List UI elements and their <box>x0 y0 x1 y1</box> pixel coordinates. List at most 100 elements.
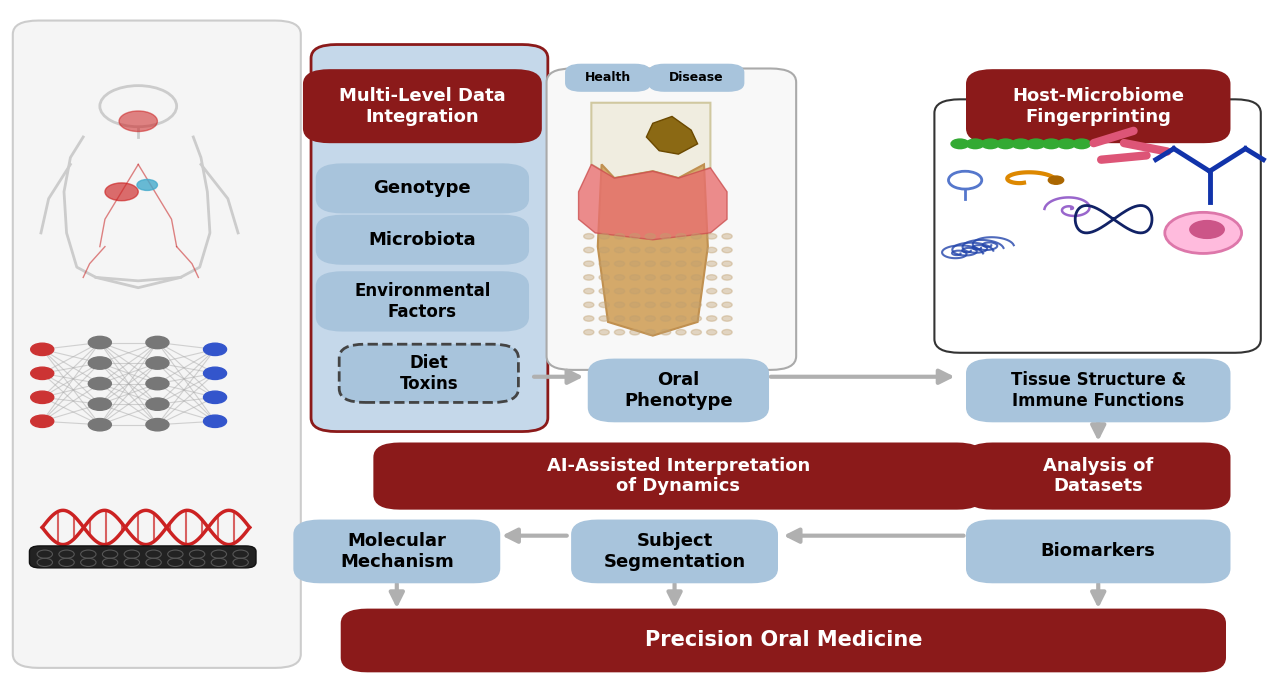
Circle shape <box>630 302 640 308</box>
Circle shape <box>707 234 717 239</box>
Circle shape <box>614 247 625 253</box>
Text: Health: Health <box>585 71 631 84</box>
Circle shape <box>599 329 609 335</box>
Circle shape <box>691 247 701 253</box>
Text: Precision Oral Medicine: Precision Oral Medicine <box>645 630 922 651</box>
Circle shape <box>584 302 594 308</box>
Circle shape <box>676 275 686 280</box>
Circle shape <box>722 275 732 280</box>
Circle shape <box>204 367 227 379</box>
FancyBboxPatch shape <box>968 444 1229 508</box>
Text: AI-Assisted Interpretation
of Dynamics: AI-Assisted Interpretation of Dynamics <box>547 457 810 495</box>
Circle shape <box>966 139 984 149</box>
FancyBboxPatch shape <box>342 610 1225 671</box>
Circle shape <box>584 288 594 294</box>
Polygon shape <box>579 164 727 240</box>
Circle shape <box>722 234 732 239</box>
Text: Biomarkers: Biomarkers <box>1041 543 1156 560</box>
Text: Analysis of
Datasets: Analysis of Datasets <box>1043 457 1153 495</box>
Circle shape <box>1048 176 1064 184</box>
Circle shape <box>146 336 169 349</box>
Circle shape <box>660 288 671 294</box>
Circle shape <box>676 288 686 294</box>
Circle shape <box>630 316 640 321</box>
Circle shape <box>31 391 54 403</box>
Circle shape <box>722 288 732 294</box>
Text: Environmental
Factors: Environmental Factors <box>355 282 490 321</box>
FancyBboxPatch shape <box>572 521 777 582</box>
Circle shape <box>707 261 717 266</box>
Circle shape <box>645 288 655 294</box>
FancyBboxPatch shape <box>317 272 529 330</box>
Text: Molecular
Mechanism: Molecular Mechanism <box>340 532 453 571</box>
Circle shape <box>707 275 717 280</box>
Circle shape <box>951 139 969 149</box>
Circle shape <box>204 391 227 403</box>
Text: Host-Microbiome
Fingerprinting: Host-Microbiome Fingerprinting <box>1012 87 1184 125</box>
Circle shape <box>88 357 111 369</box>
Circle shape <box>676 329 686 335</box>
Circle shape <box>707 288 717 294</box>
FancyBboxPatch shape <box>339 344 518 403</box>
FancyBboxPatch shape <box>968 71 1229 142</box>
Circle shape <box>691 329 701 335</box>
Circle shape <box>584 234 594 239</box>
Circle shape <box>31 367 54 379</box>
Circle shape <box>1057 139 1075 149</box>
Circle shape <box>660 316 671 321</box>
Circle shape <box>614 234 625 239</box>
FancyBboxPatch shape <box>29 546 256 568</box>
Circle shape <box>599 302 609 308</box>
Circle shape <box>88 377 111 390</box>
Circle shape <box>722 261 732 266</box>
Circle shape <box>614 316 625 321</box>
Circle shape <box>707 316 717 321</box>
Circle shape <box>599 234 609 239</box>
Circle shape <box>660 247 671 253</box>
Circle shape <box>105 183 138 201</box>
Circle shape <box>630 275 640 280</box>
Circle shape <box>645 316 655 321</box>
Circle shape <box>599 288 609 294</box>
FancyBboxPatch shape <box>649 64 744 91</box>
Text: Oral
Phenotype: Oral Phenotype <box>625 371 732 410</box>
FancyBboxPatch shape <box>305 71 540 142</box>
Circle shape <box>691 234 701 239</box>
Circle shape <box>645 275 655 280</box>
Circle shape <box>645 261 655 266</box>
Circle shape <box>722 247 732 253</box>
Circle shape <box>630 261 640 266</box>
Circle shape <box>1027 139 1044 149</box>
FancyBboxPatch shape <box>589 360 768 421</box>
Circle shape <box>660 302 671 308</box>
Circle shape <box>599 316 609 321</box>
Circle shape <box>676 247 686 253</box>
Circle shape <box>1042 139 1060 149</box>
Circle shape <box>997 139 1015 149</box>
Circle shape <box>630 288 640 294</box>
Circle shape <box>614 275 625 280</box>
FancyBboxPatch shape <box>311 45 548 432</box>
FancyBboxPatch shape <box>968 521 1229 582</box>
Circle shape <box>676 261 686 266</box>
Circle shape <box>599 247 609 253</box>
Circle shape <box>584 247 594 253</box>
Text: Multi-Level Data
Integration: Multi-Level Data Integration <box>339 87 506 125</box>
Polygon shape <box>598 164 708 336</box>
FancyBboxPatch shape <box>968 360 1229 421</box>
Circle shape <box>599 261 609 266</box>
Circle shape <box>1189 220 1225 239</box>
Circle shape <box>630 247 640 253</box>
Circle shape <box>137 179 157 190</box>
Text: Subject
Segmentation: Subject Segmentation <box>603 532 746 571</box>
Text: Microbiota: Microbiota <box>369 231 476 249</box>
FancyBboxPatch shape <box>547 68 796 370</box>
Circle shape <box>691 316 701 321</box>
Circle shape <box>645 247 655 253</box>
Circle shape <box>31 415 54 427</box>
Circle shape <box>645 234 655 239</box>
Circle shape <box>614 288 625 294</box>
Circle shape <box>660 275 671 280</box>
Circle shape <box>1165 212 1242 253</box>
FancyBboxPatch shape <box>294 521 499 582</box>
